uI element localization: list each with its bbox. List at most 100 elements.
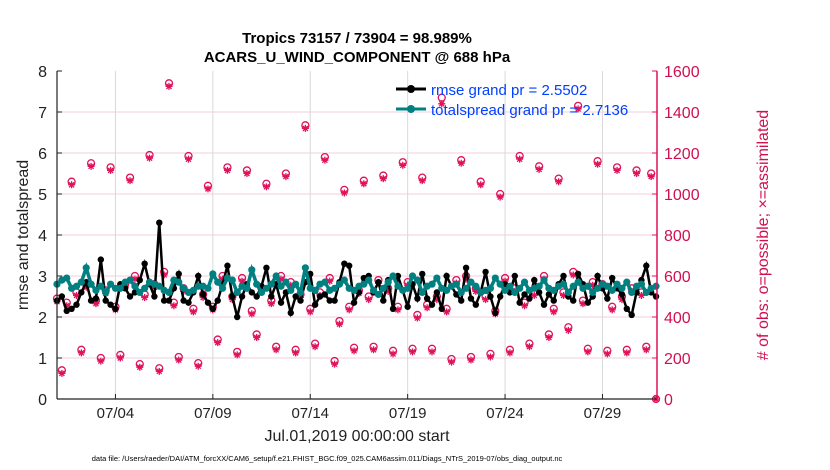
totalspread-point [593,284,602,292]
obs-assimilated-point [136,363,144,371]
obs-assimilated-point [462,275,470,283]
y-right-tick-label: 400 [664,310,691,327]
obs-assimilated-point [87,162,95,170]
obs-assimilated-point [433,296,441,304]
obs-assimilated-point [370,346,378,354]
obs-assimilated-point [189,308,197,316]
obs-assimilated-point [569,271,577,279]
y-right-tick-label: 0 [664,392,673,409]
obs-assimilated-point [194,362,202,370]
y-axis-right-label: # of obs: o=possible; ×=assimilated [755,110,772,360]
obs-assimilated-point [267,300,275,308]
totalspread-point [248,266,256,274]
obs-assimilated-point [277,275,285,283]
rmse-point [277,299,285,306]
totalspread-point [418,288,426,296]
obs-assimilated-point [77,349,85,357]
obs-assimilated-point [482,296,490,304]
obs-assimilated-point [438,100,446,108]
totalspread-point [311,286,319,294]
totalspread-point [496,280,504,288]
y-right-tick-label: 600 [664,269,691,286]
x-tick-label: 07/14 [291,405,329,422]
rmse-point [180,297,187,304]
totalspread-point [384,278,392,286]
rmse-point [604,295,611,302]
totalspread-point [443,286,451,294]
legend-totalspread-marker [407,105,415,113]
obs-assimilated-point [584,348,592,356]
totalspread-point [628,288,636,296]
rmse-point [531,276,538,284]
rmse-point [97,256,105,263]
obs-assimilated-point [608,306,616,314]
rmse-point [623,305,631,312]
rmse-point [472,301,480,308]
rmse-point [321,291,329,298]
obs-assimilated-point [301,124,309,132]
rmse-point [224,262,231,269]
rmse-point [482,268,489,276]
obs-assimilated-point [350,347,358,355]
rmse-point [560,272,567,280]
y-tick-label: 3 [38,269,47,286]
rmse-point [389,305,397,312]
rmse-point [160,297,168,304]
y-right-tick-label: 1400 [664,105,700,122]
obs-assimilated-point [311,343,319,351]
obs-assimilated-point [292,349,300,357]
rmse-point [229,293,236,300]
obs-assimilated-point [642,346,650,354]
x-axis-label: Jul.01,2019 00:00:00 start [264,428,450,445]
rmse-point [165,297,173,304]
rmse-point [107,301,114,308]
totalspread-point [360,280,368,288]
obs-assimilated-point [618,296,626,304]
totalspread-point [491,274,499,282]
obs-assimilated-point [637,291,645,299]
totalspread-point [141,284,149,292]
totalspread-point [102,288,110,296]
totalspread-point [272,272,280,280]
y-right-tick-label: 1600 [664,64,700,81]
totalspread-point [92,286,100,294]
obs-assimilated-point [623,349,631,357]
totalspread-point [413,276,421,284]
obs-assimilated-point [545,334,553,341]
obs-assimilated-point [521,302,529,310]
y-right-tick-label: 800 [664,228,691,245]
totalspread-point [369,286,378,294]
rmse-point [185,299,192,306]
obs-assimilated-point [633,170,641,177]
obs-assimilated-point [282,173,290,181]
rmse-point [287,309,294,317]
obs-assimilated-point [272,346,280,354]
legend-rmse-marker [407,85,415,93]
totalspread-point [428,280,436,288]
totalspread-point [486,284,495,292]
totalspread-point [180,284,188,292]
obs-assimilated-point [160,271,168,279]
totalspread-point [262,284,271,292]
data-file-footer: data file: /Users/raeder/DAI/ATM_forcXX/… [92,454,563,463]
y-tick-label: 7 [38,105,47,122]
obs-assimilated-point [63,302,71,310]
obs-assimilated-point [457,159,465,167]
obs-assimilated-point [253,334,261,341]
totalspread-point [204,284,212,292]
obs-assimilated-point [331,360,339,368]
obs-assimilated-point [184,155,192,163]
totalspread-point [501,286,509,294]
totalspread-point [584,282,592,290]
totalspread-point [282,278,290,286]
obs-assimilated-point [335,320,343,328]
rmse-point [87,297,95,304]
rmse-point [292,293,299,300]
rmse-point [496,293,504,300]
totalspread-point [608,286,616,294]
x-tick-label: 07/19 [389,405,427,422]
rmse-point [238,293,246,300]
rmse-point [175,270,182,278]
rmse-point [156,219,163,226]
